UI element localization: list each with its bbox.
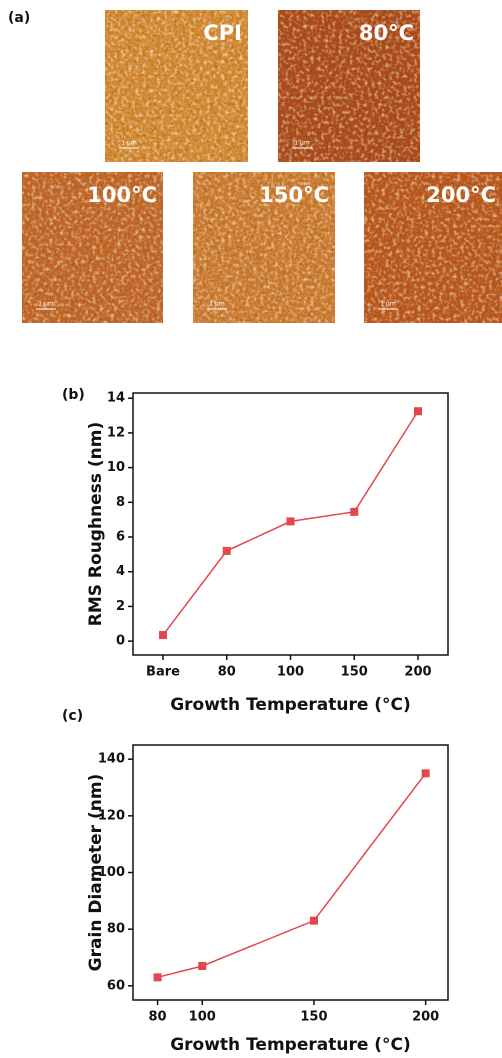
marker (286, 517, 295, 526)
marker (222, 546, 231, 555)
image-label: 100°C (87, 183, 157, 207)
scale-label: 1 μm (294, 140, 310, 147)
y-tick-label: 10 (107, 460, 125, 475)
y-axis-label: Grain Diameter (nm) (86, 774, 106, 972)
image-label: 80°C (359, 21, 414, 45)
y-tick-label: 8 (116, 495, 125, 510)
scale-label: 1 μm (121, 140, 137, 147)
y-tick-label: 6 (116, 530, 125, 545)
y-tick-label: 80 (107, 922, 125, 937)
y-tick-label: 0 (116, 634, 125, 649)
marker (198, 962, 207, 970)
marker (153, 973, 162, 982)
panel-label: (c) (62, 708, 83, 724)
afm-texture (364, 172, 502, 323)
image-label: 150°C (259, 183, 329, 207)
y-tick-label: 60 (107, 978, 125, 993)
x-tick-label: 80 (149, 1010, 167, 1025)
x-axis-label: Growth Temperature (°C) (170, 695, 411, 715)
image-label: 200°C (426, 183, 496, 207)
marker (350, 507, 359, 516)
y-tick-label: 2 (116, 599, 125, 614)
x-tick-label: 100 (277, 665, 304, 680)
scale-label: 1 μm (38, 301, 54, 308)
y-tick-label: 120 (98, 808, 125, 823)
x-tick-label: Bare (146, 665, 180, 680)
afm-texture (193, 172, 335, 323)
marker (421, 769, 430, 778)
afm-texture (105, 10, 248, 162)
marker (309, 916, 318, 925)
x-tick-label: 150 (300, 1010, 327, 1025)
x-tick-label: 80 (218, 665, 236, 680)
afm-texture (278, 10, 420, 162)
x-tick-label: 100 (189, 1010, 216, 1025)
series-line (157, 772, 427, 979)
y-tick-label: 100 (98, 865, 125, 880)
plot-frame (132, 744, 449, 1001)
panel-label: (b) (62, 387, 85, 403)
y-axis-label: RMS Roughness (nm) (86, 422, 106, 626)
x-tick-label: 150 (341, 665, 368, 680)
plot-frame (132, 392, 449, 656)
x-axis-label: Growth Temperature (°C) (170, 1035, 411, 1055)
y-tick-label: 4 (116, 564, 125, 579)
scale-label: 1 μm (380, 301, 396, 308)
afm-texture (22, 172, 163, 323)
x-tick-label: 200 (404, 665, 431, 680)
marker (159, 631, 167, 640)
scale-label: 1 μm (209, 301, 225, 308)
y-tick-label: 14 (107, 391, 125, 406)
image-label: CPI (203, 21, 242, 45)
x-tick-label: 200 (412, 1010, 439, 1025)
panel-label: (a) (8, 10, 30, 26)
y-tick-label: 140 (98, 752, 125, 767)
y-tick-label: 12 (107, 425, 125, 440)
marker (414, 407, 422, 416)
